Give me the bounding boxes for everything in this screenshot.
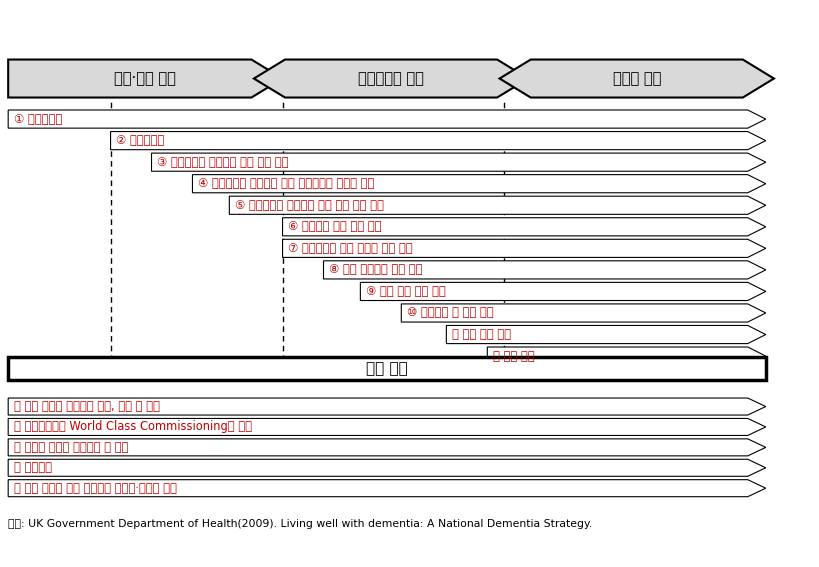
Polygon shape: [111, 132, 766, 150]
Polygon shape: [8, 398, 766, 415]
Text: 변화 유도: 변화 유도: [366, 361, 408, 376]
Polygon shape: [283, 239, 766, 257]
Text: ⑬ 관련 인력의 수행능력 향상, 개발 및 교육: ⑬ 관련 인력의 수행능력 향상, 개발 및 교육: [14, 400, 160, 413]
Polygon shape: [401, 304, 766, 322]
Text: 인식·이해 개선: 인식·이해 개선: [115, 71, 176, 86]
Text: 조기진단과 지원: 조기진단과 지원: [358, 71, 424, 86]
Polygon shape: [487, 347, 766, 365]
Text: ⑪ 재가 케어 개선: ⑪ 재가 케어 개선: [452, 328, 511, 341]
Text: ③ 치매환자와 조호자를 위한 정보 제공: ③ 치매환자와 조호자를 위한 정보 제공: [157, 156, 289, 168]
Polygon shape: [8, 480, 766, 497]
Text: ⑰ 전략 수행을 위한 효과적인 국가적·지역적 지원: ⑰ 전략 수행을 위한 효과적인 국가적·지역적 지원: [14, 482, 177, 494]
Polygon shape: [324, 261, 766, 279]
Polygon shape: [192, 175, 766, 193]
Polygon shape: [8, 60, 283, 98]
Polygon shape: [500, 60, 774, 98]
Text: ⑮ 점검을 포함해 모니터링 및 평가: ⑮ 점검을 포함해 모니터링 및 평가: [14, 441, 129, 454]
Text: ④ 치매환자와 조호자를 위한 지역사회의 지속적 지원: ④ 치매환자와 조호자를 위한 지역사회의 지속적 지원: [198, 177, 374, 190]
Text: ⑫ 말기 케어: ⑫ 말기 케어: [493, 350, 535, 362]
Polygon shape: [254, 60, 528, 98]
Text: ⑩ 텔레케어 등 재가 케어: ⑩ 텔레케어 등 재가 케어: [407, 307, 494, 319]
Text: ⑯ 조사연구: ⑯ 조사연구: [14, 462, 52, 474]
Polygon shape: [360, 282, 766, 301]
Polygon shape: [446, 325, 766, 344]
Polygon shape: [8, 439, 766, 456]
Polygon shape: [229, 196, 766, 214]
Polygon shape: [8, 418, 766, 435]
Text: 자료: UK Government Department of Health(2009). Living well with dementia: A Natio: 자료: UK Government Department of Health(2…: [8, 519, 592, 529]
Text: ⑧ 일반 병원에서 케어 개선: ⑧ 일반 병원에서 케어 개선: [329, 264, 423, 276]
Polygon shape: [152, 153, 766, 171]
Polygon shape: [283, 218, 766, 236]
Text: ⑤ 치매환자와 조호자를 위한 지역 동료 지원: ⑤ 치매환자와 조호자를 위한 지역 동료 지원: [235, 199, 384, 211]
Text: 양질의 케어: 양질의 케어: [613, 71, 661, 86]
Text: ⑥ 지역사회 대인 자원 개선: ⑥ 지역사회 대인 자원 개선: [288, 221, 382, 233]
Text: ⑨ 치매 케어 중재 개선: ⑨ 치매 케어 중재 개선: [366, 285, 446, 298]
Text: ② 기억서비스: ② 기억서비스: [116, 134, 165, 147]
Text: ⑭ 지역위원회와 World Class Commissioning의 협조: ⑭ 지역위원회와 World Class Commissioning의 협조: [14, 421, 252, 433]
Polygon shape: [8, 459, 766, 476]
Polygon shape: [8, 110, 766, 128]
Text: ① 홍보캠페인: ① 홍보캠페인: [14, 113, 62, 125]
Bar: [8, 357, 766, 380]
Text: ⑦ 치매환자를 위한 조호자 전략 실행: ⑦ 치매환자를 위한 조호자 전략 실행: [288, 242, 413, 255]
